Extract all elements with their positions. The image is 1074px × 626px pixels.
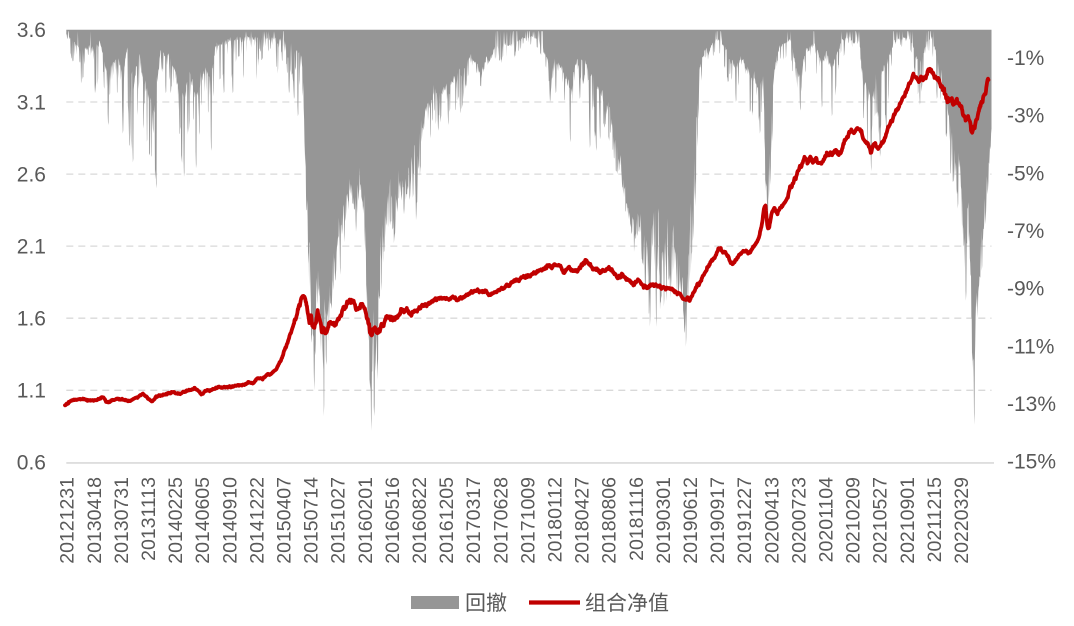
svg-text:-7%: -7% [1007, 220, 1044, 243]
svg-text:2.1: 2.1 [17, 235, 46, 258]
svg-text:-9%: -9% [1007, 278, 1044, 301]
svg-text:20171009: 20171009 [517, 477, 539, 564]
svg-text:20211215: 20211215 [924, 477, 946, 562]
svg-text:20200723: 20200723 [788, 477, 810, 564]
svg-text:20201104: 20201104 [816, 477, 838, 562]
svg-text:20150714: 20150714 [301, 477, 323, 564]
svg-text:-3%: -3% [1007, 105, 1044, 128]
svg-text:20210527: 20210527 [870, 477, 892, 564]
svg-text:-1%: -1% [1007, 47, 1044, 70]
svg-text:2.6: 2.6 [17, 163, 46, 186]
svg-text:1.1: 1.1 [17, 380, 46, 403]
svg-text:3.1: 3.1 [17, 91, 46, 114]
svg-text:20191227: 20191227 [734, 477, 756, 564]
svg-text:20161205: 20161205 [436, 477, 458, 564]
svg-text:20140225: 20140225 [165, 477, 187, 564]
svg-text:20170317: 20170317 [463, 477, 485, 564]
svg-text:20130731: 20130731 [111, 477, 133, 564]
svg-text:0.6: 0.6 [17, 452, 46, 475]
svg-text:20220329: 20220329 [951, 477, 973, 564]
svg-text:20210209: 20210209 [843, 477, 865, 564]
svg-text:-5%: -5% [1007, 162, 1044, 185]
svg-text:20181116: 20181116 [626, 477, 648, 561]
svg-text:20180112: 20180112 [545, 477, 567, 562]
svg-text:1.6: 1.6 [17, 308, 46, 331]
svg-text:20130418: 20130418 [84, 477, 106, 564]
svg-text:20131113: 20131113 [138, 477, 160, 561]
svg-text:20160201: 20160201 [355, 477, 377, 564]
svg-text:20190612: 20190612 [680, 477, 702, 564]
svg-text:20160516: 20160516 [382, 477, 404, 564]
svg-text:20190301: 20190301 [653, 477, 675, 564]
svg-text:20210901: 20210901 [897, 477, 919, 564]
svg-text:-15%: -15% [1007, 451, 1056, 474]
svg-text:20140605: 20140605 [192, 477, 214, 564]
svg-text:20150407: 20150407 [274, 477, 296, 564]
svg-text:20200413: 20200413 [761, 477, 783, 564]
svg-text:-11%: -11% [1007, 335, 1054, 358]
svg-text:3.6: 3.6 [17, 19, 46, 42]
svg-text:20160822: 20160822 [409, 477, 431, 564]
svg-text:20170628: 20170628 [490, 477, 512, 564]
svg-text:20180806: 20180806 [599, 477, 621, 564]
svg-text:-13%: -13% [1007, 393, 1056, 416]
svg-text:20151027: 20151027 [328, 477, 350, 564]
svg-text:20140910: 20140910 [219, 477, 241, 564]
svg-text:20190917: 20190917 [707, 477, 729, 564]
svg-text:20180427: 20180427 [572, 477, 594, 564]
svg-text:20121231: 20121231 [57, 477, 79, 564]
svg-text:20141222: 20141222 [246, 477, 268, 564]
